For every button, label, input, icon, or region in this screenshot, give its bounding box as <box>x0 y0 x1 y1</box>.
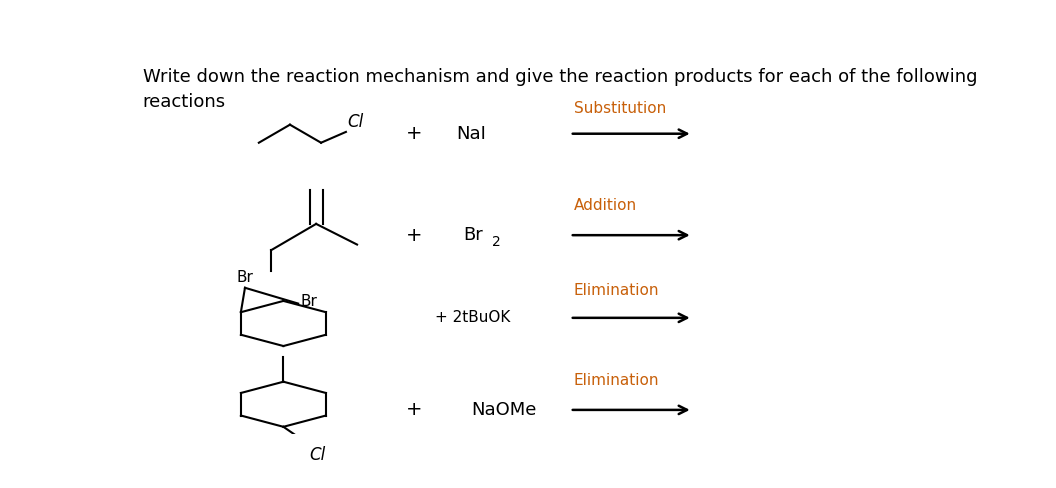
Text: Br: Br <box>301 294 318 309</box>
Text: NaOMe: NaOMe <box>472 401 538 419</box>
Text: Write down the reaction mechanism and give the reaction products for each of the: Write down the reaction mechanism and gi… <box>143 68 977 111</box>
Text: Br: Br <box>237 270 253 285</box>
Text: Addition: Addition <box>574 198 637 213</box>
Text: Br: Br <box>464 226 484 244</box>
Text: Cl: Cl <box>309 446 326 464</box>
Text: +: + <box>407 225 422 244</box>
Text: Cl: Cl <box>347 113 364 131</box>
Text: Elimination: Elimination <box>574 373 659 388</box>
Text: +: + <box>407 124 422 143</box>
Text: Elimination: Elimination <box>574 284 659 298</box>
Text: NaI: NaI <box>456 125 487 142</box>
Text: +: + <box>407 400 422 419</box>
Text: 2: 2 <box>492 235 501 249</box>
Text: Substitution: Substitution <box>574 101 666 116</box>
Text: + 2tBuOK: + 2tBuOK <box>435 310 510 325</box>
